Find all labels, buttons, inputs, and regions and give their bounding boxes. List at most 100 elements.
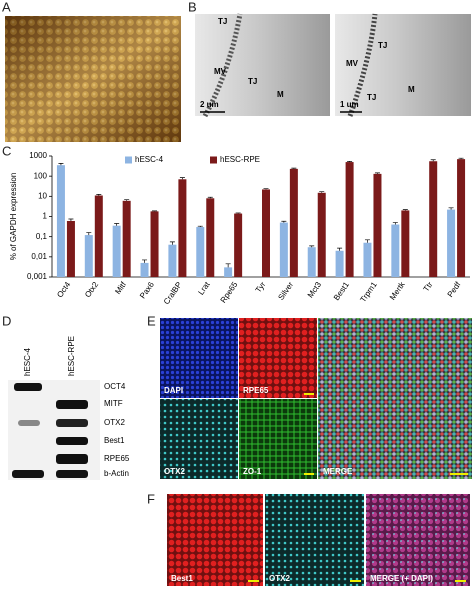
y-tick-label: 0,1	[36, 232, 48, 241]
error-bar	[170, 242, 175, 245]
error-bar	[309, 246, 314, 247]
bar	[401, 210, 409, 277]
x-tick-label: CralBP	[162, 280, 184, 306]
band-label: OCT4	[104, 382, 126, 391]
channel-label: OTX2	[164, 467, 185, 476]
bar	[206, 198, 214, 277]
error-bar	[403, 210, 408, 211]
bar	[141, 263, 149, 277]
band-label: b-Actin	[104, 469, 129, 478]
panel-label: A	[2, 0, 11, 14]
blot-membrane	[8, 380, 100, 480]
sample-label: hESC-RPE	[67, 336, 76, 376]
band	[56, 400, 88, 409]
bar	[85, 235, 93, 277]
x-tick-label: Otx2	[83, 280, 100, 299]
bar	[151, 211, 159, 277]
error-bar	[449, 208, 454, 210]
bar	[308, 247, 316, 277]
band-label: Best1	[104, 436, 125, 445]
channel-label: Best1	[171, 574, 193, 583]
panel-label: F	[147, 491, 155, 506]
bar	[57, 165, 65, 277]
bar	[373, 174, 381, 277]
band	[56, 470, 88, 478]
em-label: TJ	[218, 17, 227, 26]
error-bar	[208, 197, 213, 198]
fluorescence-image	[167, 494, 263, 586]
bar	[391, 225, 399, 277]
em-label: TJ	[248, 77, 257, 86]
x-tick-label: Lrat	[196, 280, 212, 297]
y-tick-label: 1	[43, 212, 48, 221]
panel-label: C	[2, 143, 11, 158]
legend-swatch	[125, 157, 132, 164]
em-label: TJ	[378, 41, 387, 50]
scale-label: 1 um	[340, 100, 359, 109]
x-tick-label: Mct3	[306, 280, 324, 300]
error-bar	[198, 226, 203, 227]
error-bar	[281, 221, 286, 222]
panel-label: E	[147, 313, 156, 328]
band-label: MITF	[104, 399, 123, 408]
error-bar	[365, 240, 370, 243]
band	[14, 383, 42, 391]
error-bar	[86, 233, 91, 236]
y-tick-label: 0,001	[27, 272, 48, 281]
x-tick-label: Oct4	[55, 280, 72, 299]
fluorescence-image	[366, 494, 470, 586]
band	[56, 419, 88, 427]
error-bar	[68, 219, 73, 221]
error-bar	[459, 158, 464, 159]
bar	[318, 193, 326, 277]
em-label: MV	[214, 67, 227, 76]
error-bar	[226, 264, 231, 268]
error-bar	[236, 213, 241, 214]
error-bar	[431, 160, 436, 161]
band	[56, 437, 88, 445]
image-shading	[5, 16, 181, 142]
error-bar	[264, 189, 269, 190]
channel-label: OTX2	[269, 574, 290, 583]
error-bar	[291, 168, 296, 169]
bar	[363, 243, 371, 277]
em-label: MV	[346, 59, 359, 68]
channel-label: DAPI	[164, 386, 183, 395]
bar	[346, 162, 354, 277]
error-bar	[96, 194, 101, 195]
channel-label: MERGE (+ DAPI)	[370, 574, 433, 583]
x-tick-label: Silver	[276, 280, 295, 302]
x-tick-label: Pax6	[138, 280, 156, 301]
bar	[67, 221, 75, 277]
error-bar	[114, 223, 119, 225]
error-bar	[319, 192, 324, 193]
x-tick-label: Tyr	[254, 280, 268, 295]
band-label: OTX2	[104, 418, 125, 427]
y-tick-label: 10	[38, 191, 47, 200]
bar	[447, 210, 455, 277]
em-label: TJ	[367, 93, 376, 102]
legend-swatch	[210, 157, 217, 164]
bar	[123, 201, 131, 277]
error-bar	[58, 163, 63, 165]
bar	[290, 169, 298, 277]
error-bar	[124, 200, 129, 201]
x-tick-label: Rpe65	[219, 280, 240, 305]
error-bar	[142, 260, 147, 263]
legend-label: hESC-4	[135, 155, 164, 164]
y-tick-label: 1000	[29, 151, 47, 160]
bar	[429, 161, 437, 277]
error-bar	[393, 223, 398, 225]
bar	[262, 189, 270, 277]
error-bar	[337, 248, 342, 251]
bar	[113, 226, 121, 277]
x-tick-label: Mitf	[113, 280, 128, 296]
x-tick-label: Mertk	[388, 279, 407, 301]
channel-label: RPE65	[243, 386, 269, 395]
bar	[95, 195, 103, 277]
em-label: M	[277, 90, 284, 99]
band	[18, 420, 40, 426]
y-tick-label: 100	[34, 171, 48, 180]
y-axis-title: % of GAPDH expression	[9, 173, 18, 261]
